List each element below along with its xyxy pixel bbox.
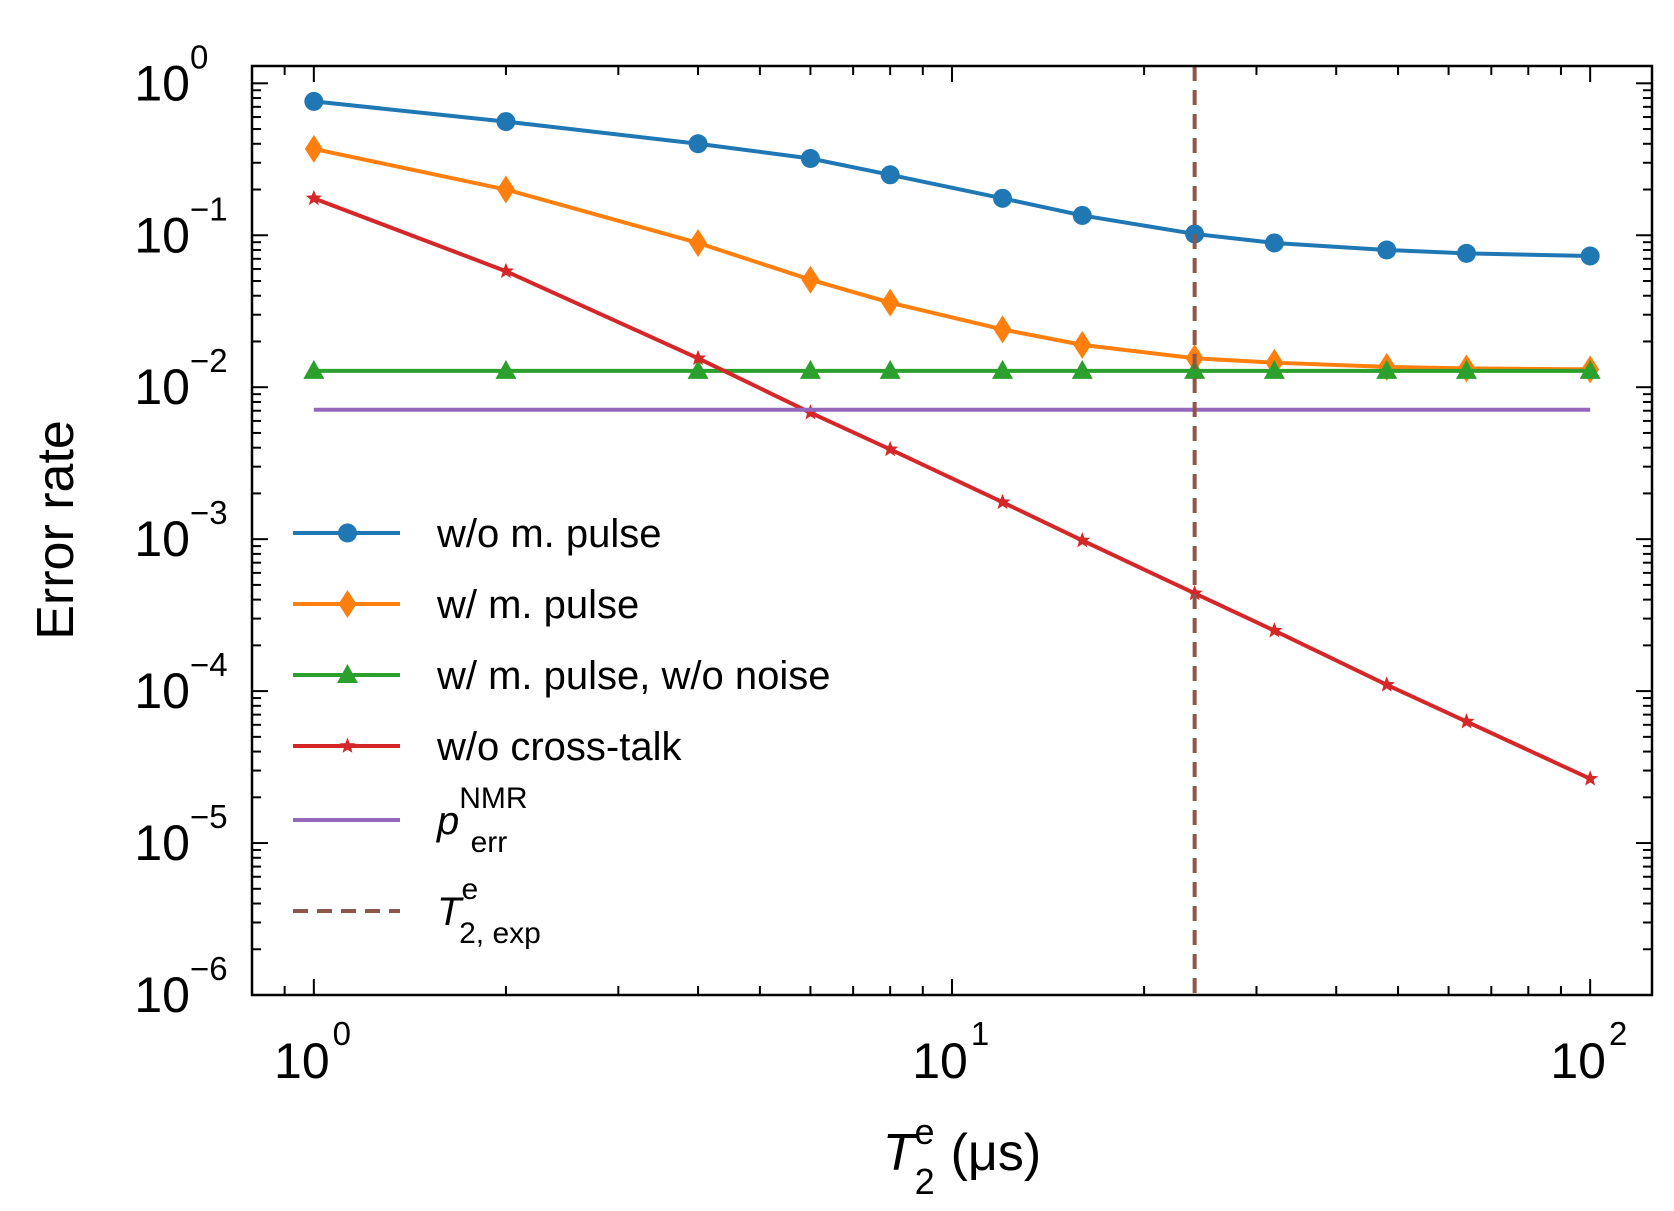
data-point	[800, 149, 820, 169]
y-axis-title: Error rate	[27, 420, 85, 640]
series-line	[313, 99, 1591, 259]
data-point	[1263, 359, 1285, 379]
legend-entry-1: w/ m. pulse	[293, 583, 639, 627]
y-tick-label: 10	[134, 359, 190, 415]
legend-label: w/ m. pulse, w/o noise	[436, 654, 831, 698]
series-2	[303, 359, 1601, 379]
data-point	[496, 175, 515, 204]
data-point	[689, 228, 708, 257]
series-3	[305, 189, 1599, 786]
data-point	[1072, 205, 1092, 225]
y-tick-label: 10	[134, 511, 190, 567]
data-point	[304, 134, 323, 163]
labels-layer: 10 0 10 1 10 210 010 −110 −210 −310 −410 −510 −6Te 2(…	[27, 38, 1627, 1202]
data-point	[1266, 622, 1283, 638]
data-point	[1579, 359, 1601, 379]
y-tick-exponent: −3	[190, 494, 228, 531]
data-point	[879, 359, 901, 379]
data-point	[688, 134, 708, 154]
x-tick-exponent: 0	[333, 1015, 351, 1052]
data-point	[994, 493, 1011, 510]
legend-label: w/ m. pulse	[436, 583, 639, 627]
data-point	[1185, 224, 1205, 244]
y-tick-label: 10	[134, 663, 190, 719]
legend-entry-0: w/o m. pulse	[293, 512, 662, 556]
y-tick-label: 10	[134, 967, 190, 1023]
x-tick-label: 10	[912, 1033, 968, 1089]
data-point	[1580, 246, 1600, 266]
legend-marker	[338, 523, 357, 543]
series-1	[304, 134, 1600, 384]
data-point	[993, 315, 1012, 344]
data-point	[1458, 713, 1475, 729]
legend-label: pNMR err	[436, 782, 528, 859]
data-point	[1455, 359, 1477, 379]
data-point	[1456, 243, 1476, 263]
y-tick-exponent: −5	[190, 798, 228, 835]
data-point	[1186, 584, 1203, 601]
data-point	[1264, 233, 1284, 253]
y-tick-exponent: −4	[190, 646, 228, 683]
legend-marker	[337, 664, 358, 683]
legend-label: w/o m. pulse	[436, 512, 662, 556]
legend-marker	[338, 590, 357, 618]
data-point	[303, 359, 325, 379]
data-point	[881, 288, 900, 317]
x-tick-exponent: 2	[1609, 1015, 1627, 1052]
data-point	[305, 189, 322, 206]
legend-entry-5: Te 2, exp	[293, 873, 541, 950]
data-point	[799, 359, 821, 379]
data-point	[1184, 359, 1206, 379]
data-point	[689, 349, 707, 366]
data-point	[495, 359, 517, 379]
legend-entry-2: w/ m. pulse, w/o noise	[293, 654, 831, 698]
y-tick-label: 10	[134, 815, 190, 871]
data-point	[1377, 240, 1397, 260]
x-tick-exponent: 1	[971, 1015, 989, 1052]
legend-entry-3: w/o cross-talk	[293, 725, 682, 769]
legend-label: Te 2, exp	[437, 873, 541, 950]
data-point	[802, 404, 819, 420]
data-point	[497, 262, 515, 279]
data-point	[1378, 676, 1395, 692]
data-point	[882, 440, 899, 457]
y-tick-exponent: −2	[190, 342, 228, 379]
x-tick-label: 10	[274, 1033, 330, 1089]
y-tick-label: 10	[134, 55, 190, 111]
series-layer	[303, 66, 1601, 995]
data-point	[1071, 359, 1093, 379]
legend-marker	[339, 737, 356, 753]
y-tick-exponent: −6	[190, 950, 228, 987]
data-point	[992, 359, 1014, 379]
data-point	[1073, 330, 1092, 359]
legend: w/o m. pulse w/ m. pulse w/ m. pulse, w/o …	[293, 512, 831, 950]
ticks-layer	[251, 66, 1652, 996]
data-point	[993, 188, 1013, 208]
y-tick-exponent: 0	[190, 38, 208, 75]
x-axis-title: Te 2 (μs)	[883, 1111, 1041, 1202]
data-point	[687, 359, 709, 379]
data-point	[880, 165, 900, 185]
data-point	[1074, 531, 1091, 548]
data-point	[304, 91, 324, 111]
data-point	[1376, 359, 1398, 379]
data-point	[801, 265, 820, 294]
legend-entry-4: pNMR err	[293, 782, 528, 859]
data-point	[496, 112, 516, 132]
y-tick-label: 10	[134, 207, 190, 263]
legend-label: w/o cross-talk	[436, 725, 682, 769]
series-0	[304, 91, 1600, 266]
y-tick-exponent: −1	[190, 190, 228, 227]
data-point	[1582, 770, 1599, 786]
series-line	[313, 196, 1591, 781]
x-tick-label: 10	[1550, 1033, 1606, 1089]
series-line	[313, 146, 1591, 372]
